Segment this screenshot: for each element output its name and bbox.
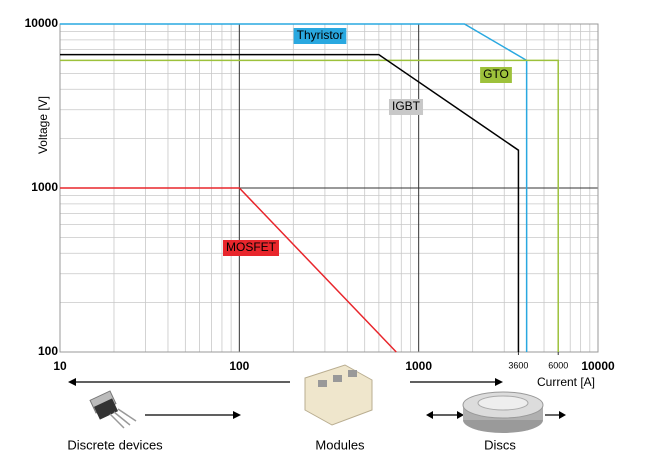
caption: Discs xyxy=(484,437,516,452)
y-tick-label: 1000 xyxy=(31,180,58,194)
x-tick-label: 100 xyxy=(229,359,249,373)
series-label-box xyxy=(480,67,512,83)
series-label-box xyxy=(293,28,347,44)
caption: Modules xyxy=(315,437,365,452)
series-label: GTO xyxy=(483,67,509,81)
x-tick-label: 10 xyxy=(53,359,67,373)
y-tick-label: 100 xyxy=(38,344,58,358)
series-label: MOSFET xyxy=(226,240,277,254)
y-tick-label: 10000 xyxy=(25,16,59,30)
module-icon xyxy=(304,364,373,426)
series-label-box xyxy=(388,99,424,115)
transistor-icon xyxy=(89,390,137,429)
series-label-box xyxy=(223,240,279,256)
disc-icon xyxy=(462,391,544,433)
series-line xyxy=(60,187,397,353)
x-axis-label: Current [A] xyxy=(537,375,595,389)
y-axis-label: Voltage [V] xyxy=(36,96,50,154)
caption: Discrete devices xyxy=(67,437,163,452)
x-tick-label: 1000 xyxy=(405,359,432,373)
x-tick-label: 3600 xyxy=(508,360,528,370)
series-line xyxy=(60,53,520,352)
arrows xyxy=(68,378,566,419)
x-tick-label: 10000 xyxy=(581,359,615,373)
series-line xyxy=(60,23,528,352)
x-tick-label: 6000 xyxy=(548,360,568,370)
series-line xyxy=(60,59,559,352)
series-label: IGBT xyxy=(392,99,421,113)
series-label: Thyristor xyxy=(297,28,344,42)
